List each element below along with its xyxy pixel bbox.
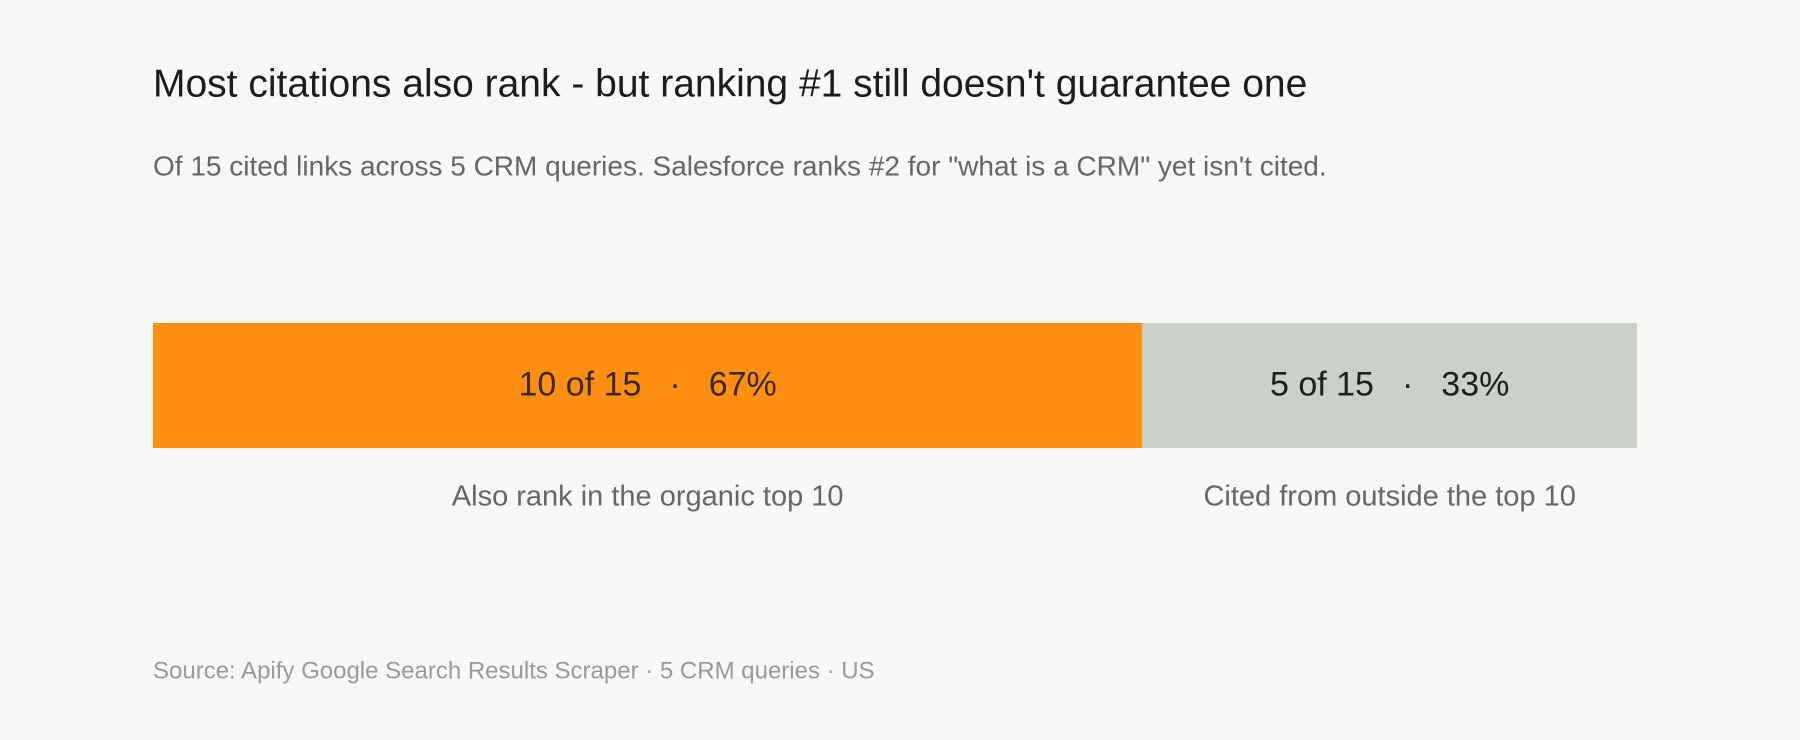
count-label: 10 of 15 xyxy=(519,365,642,403)
bar-segment xyxy=(1142,323,1637,448)
share-label: 67% xyxy=(709,365,777,403)
separator: · xyxy=(1402,365,1413,403)
count-label: 5 of 15 xyxy=(1270,365,1374,403)
legend-label: Also rank in the organic top 10 xyxy=(452,481,844,513)
bar-segment xyxy=(153,323,1143,448)
separator: · xyxy=(669,365,680,403)
share-label: 33% xyxy=(1441,365,1509,403)
segment-label: 10 of 15 · 67% xyxy=(519,365,777,403)
chart-subtitle: Of 15 cited links across 5 CRM queries. … xyxy=(153,150,1327,181)
segment-label: 5 of 15 · 33% xyxy=(1270,365,1509,403)
legend-label: Cited from outside the top 10 xyxy=(1203,481,1575,513)
source-note: Source: Apify Google Search Results Scra… xyxy=(153,657,875,684)
chart-title: Most citations also rank - but ranking #… xyxy=(153,62,1307,105)
